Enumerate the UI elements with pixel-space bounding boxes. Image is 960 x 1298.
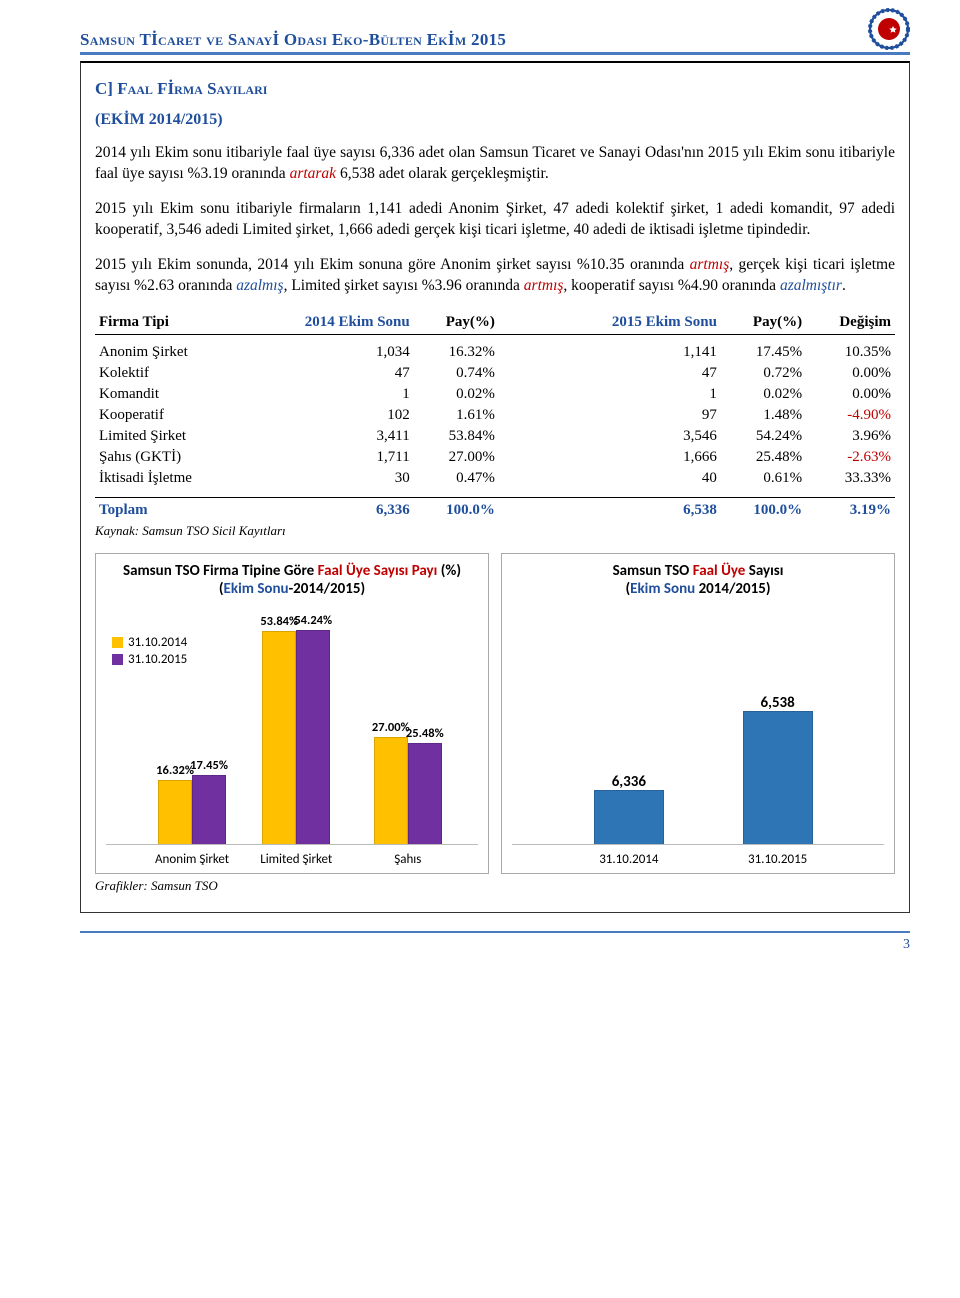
chart-2-category: 31.10.2015 — [748, 852, 807, 867]
chart-1-category: Şahıs — [394, 852, 421, 867]
data-table: Firma Tipi 2014 Ekim Sonu Pay(%) 2015 Ek… — [95, 311, 895, 521]
paragraph-2: 2015 yılı Ekim sonu itibariyle firmaları… — [95, 199, 895, 241]
col-pay-2014: Pay(%) — [414, 311, 499, 335]
chart-2: Samsun TSO Faal Üye Sayısı (Ekim Sonu 20… — [501, 553, 895, 875]
table-header-row: Firma Tipi 2014 Ekim Sonu Pay(%) 2015 Ek… — [95, 311, 895, 335]
table-row: Şahıs (GKTİ)1,71127.00%1,66625.48%-2.63% — [95, 447, 895, 468]
header-title: Samsun Tİcaret ve Sanayİ Odasi Eko-Bülte… — [80, 30, 506, 50]
section-heading: C] Faal Fİrma Sayilari — [95, 79, 895, 99]
table-row: Anonim Şirket1,03416.32%1,14117.45%10.35… — [95, 342, 895, 363]
charts-source: Grafikler: Samsun TSO — [95, 878, 895, 894]
table-row: İktisadi İşletme300.47%400.61%33.33% — [95, 468, 895, 489]
chart-1-category: Anonim Şirket — [155, 852, 229, 867]
chart-1: Samsun TSO Firma Tipine Göre Faal Üye Sa… — [95, 553, 489, 875]
col-2014: 2014 Ekim Sonu — [245, 311, 413, 335]
table-source: Kaynak: Samsun TSO Sicil Kayıtları — [95, 523, 895, 539]
chart-2-title: Samsun TSO Faal Üye Sayısı (Ekim Sonu 20… — [512, 562, 884, 600]
page-header: Samsun Tİcaret ve Sanayİ Odasi Eko-Bülte… — [80, 8, 910, 55]
content-box: C] Faal Fİrma Sayilari (EKİM 2014/2015) … — [80, 61, 910, 913]
col-pay-2015: Pay(%) — [721, 311, 806, 335]
section-subheading: (EKİM 2014/2015) — [95, 111, 895, 129]
header-title-prefix: Samsun Tİcaret ve Sanayİ Odasi Eko-Bülte… — [80, 30, 427, 49]
chart-2-category: 31.10.2014 — [599, 852, 658, 867]
chart-1-category: Limited Şirket — [260, 852, 332, 867]
table-row: Limited Şirket3,41153.84%3,54654.24%3.96… — [95, 426, 895, 447]
table-total-row: Toplam6,336100.0%6,538100.0%3.19% — [95, 497, 895, 521]
paragraph-1: 2014 yılı Ekim sonu itibariyle faal üye … — [95, 143, 895, 185]
org-logo-icon — [868, 8, 910, 50]
page-number: 3 — [80, 931, 910, 953]
header-title-month: Ekİm — [427, 30, 471, 49]
charts-row: Samsun TSO Firma Tipine Göre Faal Üye Sa… — [95, 553, 895, 875]
paragraph-3: 2015 yılı Ekim sonunda, 2014 yılı Ekim s… — [95, 255, 895, 297]
table-row: Kolektif470.74%470.72%0.00% — [95, 363, 895, 384]
chart-1-title: Samsun TSO Firma Tipine Göre Faal Üye Sa… — [106, 562, 478, 600]
header-title-year: 2015 — [471, 30, 506, 49]
table-row: Komandit10.02%10.02%0.00% — [95, 384, 895, 405]
col-firma-tipi: Firma Tipi — [95, 311, 245, 335]
col-degisim: Değişim — [806, 311, 895, 335]
col-2015: 2015 Ekim Sonu — [499, 311, 721, 335]
table-row: Kooperatif1021.61%971.48%-4.90% — [95, 405, 895, 426]
